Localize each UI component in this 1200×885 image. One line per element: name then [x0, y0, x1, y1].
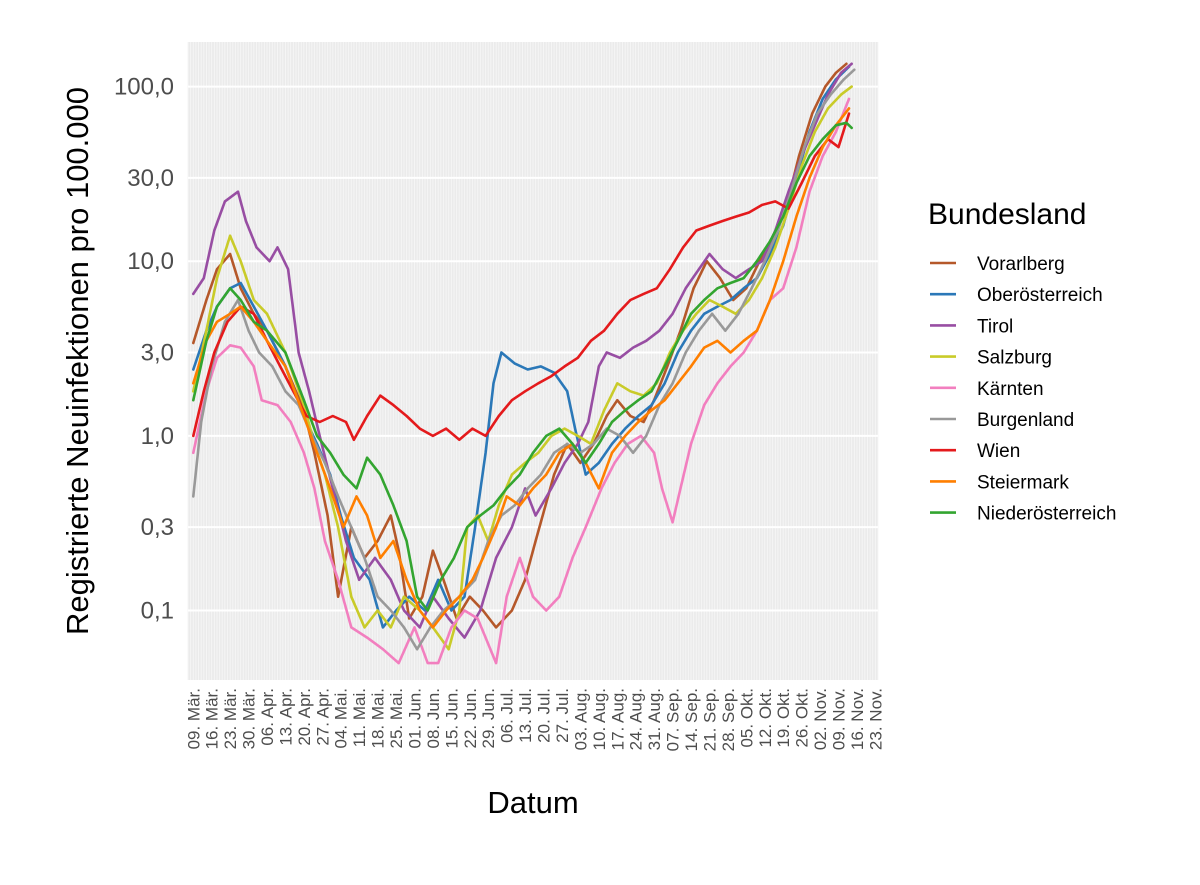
x-tick-label: 30. Mär. — [240, 688, 259, 749]
y-tick-label: 1,0 — [141, 423, 174, 450]
series-lines — [192, 62, 856, 665]
x-tick-label: 27. Apr. — [313, 688, 332, 746]
x-tick-label: 07. Sep. — [664, 688, 683, 751]
x-tick-label: 20. Jul. — [535, 688, 554, 743]
x-tick-label: 09. Nov. — [829, 688, 848, 750]
x-tick-label: 27. Jul. — [553, 688, 572, 743]
x-tick-label: 11. Mai. — [350, 688, 369, 747]
y-tick-label: 30,0 — [127, 165, 174, 192]
y-tick-label: 0,3 — [141, 514, 174, 541]
x-tick-label: 18. Mai. — [369, 688, 388, 748]
x-tick-label: 05. Okt. — [737, 688, 756, 748]
series-line — [192, 97, 851, 665]
x-tick-label: 09. Mär. — [184, 688, 203, 749]
x-tick-label: 03. Aug. — [571, 688, 590, 750]
legend-label: Niederösterreich — [977, 504, 1116, 525]
legend: Bundesland Vorarlberg Oberösterreich Tirol… — [928, 198, 1116, 525]
series-line — [192, 68, 856, 651]
legend-label: Tirol — [977, 316, 1013, 337]
x-tick-label: 02. Nov. — [811, 688, 830, 750]
x-tick-label: 01. Jun. — [405, 688, 424, 749]
x-tick-label: 04. Mai. — [332, 688, 351, 748]
x-tick-label: 22. Jun. — [461, 688, 480, 749]
legend-label: Vorarlberg — [977, 254, 1065, 275]
x-tick-label: 29. Jun. — [479, 688, 498, 749]
legend-label: Burgenland — [977, 410, 1074, 431]
y-tick-label: 10,0 — [127, 248, 174, 275]
x-tick-label: 14. Sep. — [682, 688, 701, 751]
series-line — [192, 107, 851, 629]
y-tick-label: 3,0 — [141, 340, 174, 367]
x-tick-label: 19. Okt. — [774, 688, 793, 748]
x-tick-label: 15. Jun. — [442, 688, 461, 749]
x-tick-label: 31. Aug. — [645, 688, 664, 750]
x-tick-label: 26. Okt. — [793, 688, 812, 748]
legend-label: Steiermark — [977, 472, 1069, 493]
legend-label: Kärnten — [977, 379, 1044, 400]
x-tick-label: 16. Nov. — [848, 688, 867, 750]
x-tick-label: 28. Sep. — [719, 688, 738, 751]
x-tick-label: 25. Mai. — [387, 688, 406, 748]
x-tick-label: 23. Mär. — [221, 688, 240, 749]
x-tick-labels: 09. Mär. 16. Mär. 23. Mär. 30. Mär. 06. Apr.… — [184, 688, 885, 751]
y-tick-label: 100,0 — [114, 74, 174, 101]
x-tick-label: 24. Aug. — [627, 688, 646, 750]
legend-label: Wien — [977, 441, 1020, 462]
y-tick-labels: 0,1 0,3 1,0 3,0 10,0 30,0 100,0 — [114, 74, 174, 625]
x-tick-label: 23. Nov. — [866, 688, 885, 750]
x-axis-title: Datum — [487, 785, 578, 820]
legend-label: Oberösterreich — [977, 285, 1103, 306]
x-tick-label: 06. Jul. — [498, 688, 517, 743]
x-tick-label: 20. Apr. — [295, 688, 314, 746]
x-tick-label: 12. Okt. — [756, 688, 775, 748]
legend-label: Salzburg — [977, 348, 1052, 369]
x-tick-label: 08. Jun. — [424, 688, 443, 749]
x-tick-label: 21. Sep. — [700, 688, 719, 751]
series-line — [192, 62, 854, 639]
x-tick-label: 13. Jul. — [516, 688, 535, 743]
x-tick-label: 06. Apr. — [258, 688, 277, 746]
x-tick-label: 17. Aug. — [608, 688, 627, 750]
series-line — [192, 121, 854, 612]
x-tick-label: 16. Mär. — [203, 688, 222, 749]
x-tick-label: 13. Apr. — [276, 688, 295, 746]
legend-title: Bundesland — [928, 198, 1086, 231]
x-tick-label: 10. Aug. — [590, 688, 609, 750]
y-tick-label: 0,1 — [141, 598, 174, 625]
y-axis-title: Registrierte Neuinfektionen pro 100.000 — [60, 87, 95, 635]
